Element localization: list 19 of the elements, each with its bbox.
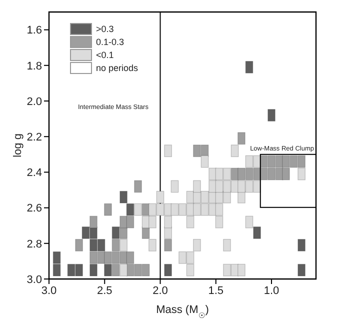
y-tick-label: 1.8: [26, 60, 42, 72]
x-tick-label: 3.0: [41, 284, 57, 297]
x-tick-label: 1.0: [264, 284, 280, 297]
y-tick-label: 2.0: [26, 96, 42, 108]
y-tick-label: 2.8: [26, 238, 42, 250]
legend-label: no periods: [96, 62, 138, 72]
x-tick-label: 2.5: [96, 284, 112, 297]
x-tick-label: 2.0: [152, 284, 168, 297]
legend-label: <0.1: [96, 50, 114, 60]
x-tick-label: 1.5: [208, 284, 224, 297]
legend-label: >0.3: [96, 24, 114, 34]
x-axis-title: Mass (M$_{☉}$): [156, 304, 209, 320]
y-tick-label: 2.6: [26, 202, 42, 215]
y-axis-title: log g: [12, 134, 24, 158]
y-tick-label: 3.0: [26, 274, 42, 286]
legend-label: 0.1-0.3: [96, 36, 124, 46]
y-tick-label: 2.2: [26, 132, 42, 144]
y-tick-label: 2.4: [26, 167, 42, 180]
y-tick-label: 1.6: [26, 24, 42, 37]
